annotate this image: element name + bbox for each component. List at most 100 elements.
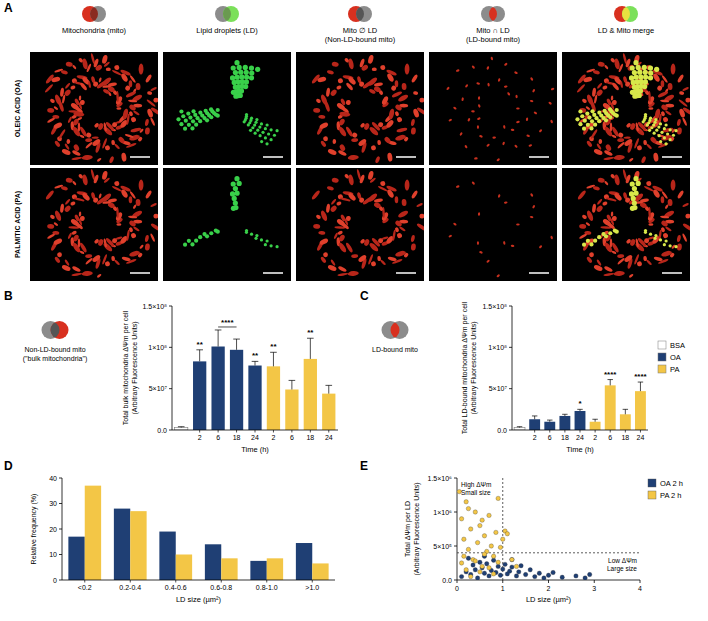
bar: [211, 347, 224, 430]
mito-blob: [416, 202, 423, 207]
mito-blob: [326, 204, 331, 213]
point: [494, 530, 498, 534]
mito-blob: [647, 211, 655, 221]
mito-blob: [486, 143, 490, 147]
mito-blob: [611, 95, 614, 100]
mito-blob: [318, 231, 325, 235]
mito-blob: [82, 58, 89, 70]
lipid-droplet: [582, 127, 586, 131]
mito-blob: [381, 211, 389, 221]
mito-blob: [603, 156, 614, 160]
lipid-droplet: [653, 237, 656, 240]
y-tick: [59, 580, 62, 581]
mito-blob: [479, 135, 483, 138]
y-axis-title: Total bulk mitochondria ΔΨm per cell: [122, 310, 130, 425]
scatter-chart: 0.05×10⁵1×10⁶1.5×10⁶Total ΔΨm per LD(Arb…: [404, 475, 683, 605]
mito-blob: [654, 108, 661, 120]
column-title: LD & Mito merge: [598, 26, 654, 35]
point: [537, 571, 541, 575]
mito-blob: [346, 100, 352, 106]
mito-blob: [471, 181, 475, 185]
mito-blob: [71, 230, 77, 236]
lipid-droplet: [590, 109, 594, 113]
mito-blob: [648, 223, 653, 225]
point: [489, 544, 493, 548]
mito-blob: [477, 241, 479, 245]
lipid-droplet: [666, 132, 669, 135]
lipid-droplet: [674, 245, 677, 248]
point: [469, 527, 473, 531]
mito-blob: [617, 132, 624, 139]
lipid-droplet: [249, 70, 254, 75]
mito-blob: [660, 104, 668, 112]
mito-blob: [66, 139, 70, 144]
lipid-droplet: [648, 70, 653, 75]
point: [459, 574, 463, 578]
lipid-droplet: [578, 122, 582, 126]
lipid-droplet: [593, 239, 597, 243]
mito-blob: [648, 107, 653, 109]
x-tick-label: 0.4-0.6: [165, 584, 187, 591]
column-title: (LD-bound mito): [466, 35, 521, 44]
x-axis-title: LD size (µm²): [526, 595, 572, 604]
mito-blob: [378, 185, 389, 192]
point: [523, 572, 527, 576]
lipid-droplet: [243, 120, 246, 123]
y-tick: [59, 529, 62, 530]
mito-blob: [490, 57, 493, 61]
mito-blob: [678, 108, 686, 118]
point: [533, 574, 537, 578]
significance: **: [252, 351, 259, 360]
x-tick-label: 2: [547, 585, 551, 592]
lipid-droplet: [636, 181, 641, 186]
mito-blob: [86, 63, 92, 72]
mito-blob: [610, 123, 612, 132]
mito-blob: [359, 174, 365, 184]
mito-blob: [52, 115, 59, 119]
mito-blob: [339, 144, 347, 152]
point: [546, 573, 550, 577]
mito-blob: [474, 157, 478, 160]
y-axis-title: (Arbitrary Fluorescence Units): [131, 322, 139, 415]
mito-blob: [516, 223, 520, 225]
mito-blob: [623, 254, 633, 263]
lipid-droplet: [654, 234, 657, 237]
panel-label: D: [4, 459, 13, 473]
bar: [68, 537, 84, 580]
lipid-droplet: [653, 121, 656, 124]
mito-blob: [129, 134, 141, 142]
mito-blob: [644, 185, 655, 192]
lipid-droplet: [580, 114, 584, 118]
mito-blob: [150, 202, 157, 207]
mito-blob: [72, 64, 77, 69]
y-tick: [59, 503, 62, 504]
lipid-droplet: [586, 239, 590, 243]
y-tick-label: 1.5×10⁶: [428, 475, 453, 482]
mito-blob: [614, 155, 625, 161]
lipid-droplet: [648, 75, 653, 80]
mito-blob: [502, 141, 505, 145]
scale-bar: [529, 156, 549, 158]
mito-blob: [116, 223, 121, 225]
mito-blob: [329, 205, 337, 213]
y-tick-label: 30: [49, 500, 57, 507]
mito-blob: [611, 242, 620, 253]
mito-blob: [361, 64, 369, 72]
column-title: Mitochondria (mito): [62, 26, 127, 35]
y-tick: [454, 546, 457, 547]
mito-blob: [82, 271, 93, 277]
micrograph-content: [311, 54, 424, 163]
x-tick: [580, 430, 581, 433]
mito-blob: [394, 220, 402, 228]
lipid-droplet: [202, 232, 206, 236]
legend-swatch: [658, 365, 666, 373]
x-tick: [625, 430, 626, 433]
mito-blob: [614, 58, 621, 70]
mito-blob: [395, 134, 407, 142]
annotation: Small size: [461, 489, 491, 496]
mito-blob: [72, 265, 82, 272]
mito-blob: [115, 236, 122, 240]
point: [475, 576, 479, 580]
mito-blob: [411, 127, 417, 135]
mito-blob: [144, 235, 149, 243]
